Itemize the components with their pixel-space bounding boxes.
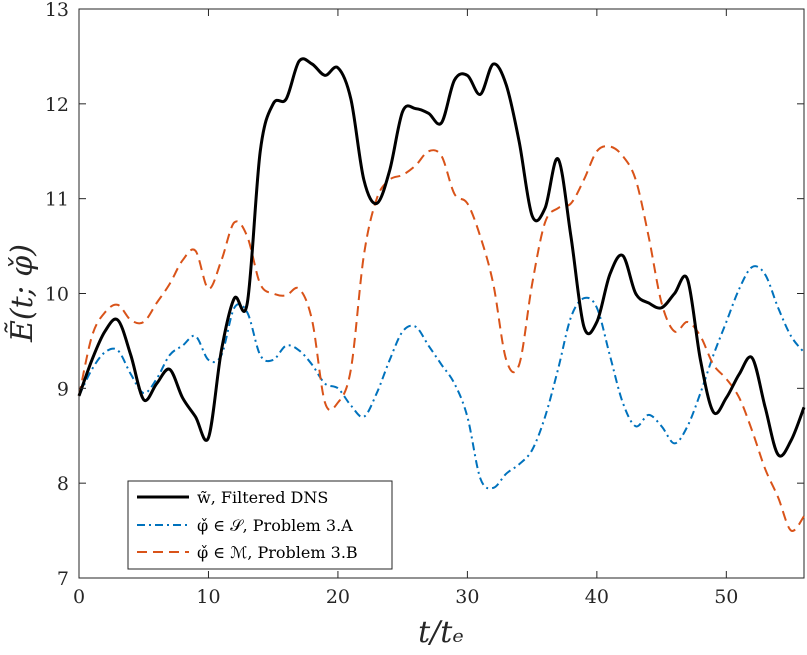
legend-label-filtered-dns: w̃, Filtered DNS xyxy=(197,488,328,507)
series-group xyxy=(77,57,806,532)
y-tick-label: 13 xyxy=(45,0,69,21)
x-tick-label: 30 xyxy=(455,586,479,608)
y-tick-label: 7 xyxy=(57,568,69,590)
series-line-problem-3a xyxy=(78,265,805,490)
x-tick-label: 50 xyxy=(714,586,738,608)
legend: w̃, Filtered DNS φ̌ ∈ 𝒮, Problem 3.A φ̌ … xyxy=(127,480,393,570)
x-tick-label: 20 xyxy=(326,586,350,608)
y-tick-label: 10 xyxy=(45,284,69,306)
x-tick-label: 0 xyxy=(73,586,85,608)
series-line-problem-3b xyxy=(78,145,805,532)
y-tick-label: 9 xyxy=(57,378,69,400)
x-axis-label: t/tₑ xyxy=(418,615,464,650)
y-tick-label: 8 xyxy=(57,473,69,495)
y-tick-label: 12 xyxy=(45,94,69,116)
y-tick-label: 11 xyxy=(45,189,69,211)
tick-labels: 0 10 20 30 40 50 7 8 9 10 11 12 13 xyxy=(45,0,739,608)
y-axis-label: Ẽ(t; φ̌) xyxy=(4,244,40,343)
legend-label-problem-3b: φ̌ ∈ ℳ, Problem 3.B xyxy=(197,543,358,562)
x-tick-label: 40 xyxy=(585,586,609,608)
x-tick-label: 10 xyxy=(196,586,220,608)
axis-ticks xyxy=(78,8,804,579)
series-line-filtered-dns xyxy=(77,57,806,458)
legend-label-problem-3a: φ̌ ∈ 𝒮, Problem 3.A xyxy=(197,516,353,535)
